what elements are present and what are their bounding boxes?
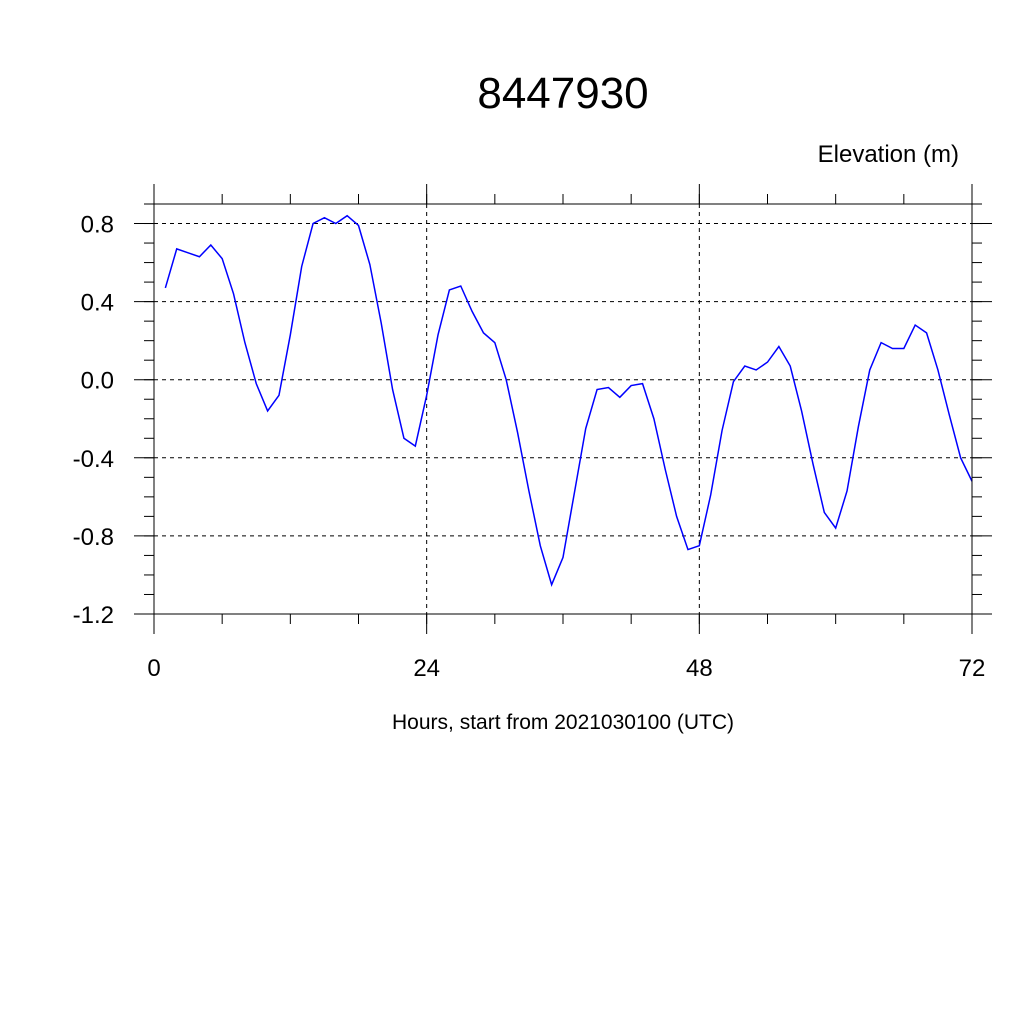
gridlines [154, 204, 972, 615]
chart-title: 8447930 [477, 69, 648, 118]
x-tick-label: 48 [686, 655, 713, 682]
plot-frame [153, 203, 973, 615]
x-tick-label: 24 [413, 655, 440, 682]
y-axis-label: Elevation (m) [818, 141, 959, 168]
y-tick-label: -0.8 [73, 524, 114, 551]
x-tick-label: 72 [959, 655, 986, 682]
y-tick-label: -1.2 [73, 602, 114, 629]
series-line [164, 214, 973, 587]
x-axis-label: Hours, start from 2021030100 (UTC) [392, 711, 734, 734]
y-tick-label: -0.4 [73, 446, 114, 473]
y-tick-label: 0.0 [81, 368, 114, 395]
y-tick-label: 0.8 [81, 212, 114, 239]
x-tick-label: 0 [147, 655, 160, 682]
axis-ticks [134, 184, 992, 634]
y-tick-label: 0.4 [81, 290, 114, 317]
tick-labels: 0.8 0.4 0.0 -0.4 -0.8 -1.2 0 24 48 72 [73, 212, 986, 682]
